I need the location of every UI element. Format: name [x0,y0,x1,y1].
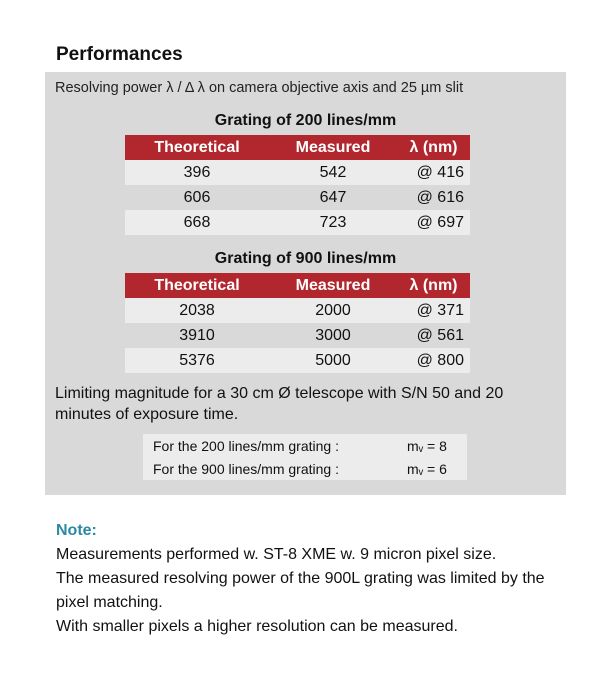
grating-200-title: Grating of 200 lines/mm [214,112,397,129]
theoretical-value: 3910 [179,326,215,344]
measured-value: 723 [269,210,397,235]
magnitude-box: For the 200 lines/mm grating : mᵥ = 8 Fo… [143,434,467,480]
header-measured: Measured [269,273,397,298]
header-measured: Measured [269,135,397,160]
table-row: 2038 2000 @ 371 [125,298,470,323]
table-row: 668 723 @ 697 [125,210,470,235]
lambda-value: @ 800 [397,348,470,373]
measured-value: 2000 [269,298,397,323]
note-title: Note: [56,522,97,539]
magnitude-value: mᵥ = 6 [407,461,447,477]
note-line: With smaller pixels a higher resolution … [56,618,458,635]
measured-value: 542 [269,160,397,185]
theoretical-value: 5376 [125,348,269,373]
header-theoretical: Theoretical [125,273,269,298]
table-header-row: Theoretical Measured λ (nm) [125,273,470,298]
measured-value: 5000 [269,348,397,373]
theoretical-value: 396 [125,160,269,185]
lambda-value: @ 416 [397,160,470,185]
header-theoretical: Theoretical [125,135,269,160]
theoretical-value: 2038 [125,298,269,323]
note-line: The measured resolving power of the 900L… [56,570,545,611]
table-row: 606 647 @ 616 [125,185,470,210]
grating-200-table: Theoretical Measured λ (nm) 396 542 @ 41… [125,135,470,235]
measured-value: 3000 [315,326,351,344]
table-row: 5376 5000 @ 800 [125,348,470,373]
performance-panel: Resolving power λ / Δ λ on camera object… [45,72,566,495]
limiting-magnitude-text: Limiting magnitude for a 30 cm Ø telesco… [55,385,504,423]
section-heading: Performances [56,44,183,65]
table-row: 3910 3000 @ 561 [125,323,470,348]
header-lambda: λ (nm) [397,273,470,298]
theoretical-value: 668 [125,210,269,235]
lambda-value: @ 697 [397,210,470,235]
table-row: 396 542 @ 416 [125,160,470,185]
lambda-value: @ 371 [397,298,470,323]
grating-900-title: Grating of 900 lines/mm [214,250,397,267]
resolving-power-subtitle: Resolving power λ / Δ λ on camera object… [55,80,464,96]
lambda-value: @ 561 [416,326,464,344]
note-section: Note: Measurements performed w. ST-8 XME… [56,519,556,639]
grating-900-table: Theoretical Measured λ (nm) 2038 2000 @ … [125,273,470,373]
measured-value: 647 [319,188,347,206]
magnitude-value: mᵥ = 8 [407,438,447,454]
table-header-row: Theoretical Measured λ (nm) [125,135,470,160]
magnitude-label: For the 200 lines/mm grating : [153,438,339,454]
theoretical-value: 606 [183,188,211,206]
note-line: Measurements performed w. ST-8 XME w. 9 … [56,546,497,563]
magnitude-label: For the 900 lines/mm grating : [153,461,339,477]
header-lambda: λ (nm) [397,135,470,160]
lambda-value: @ 616 [416,188,464,206]
